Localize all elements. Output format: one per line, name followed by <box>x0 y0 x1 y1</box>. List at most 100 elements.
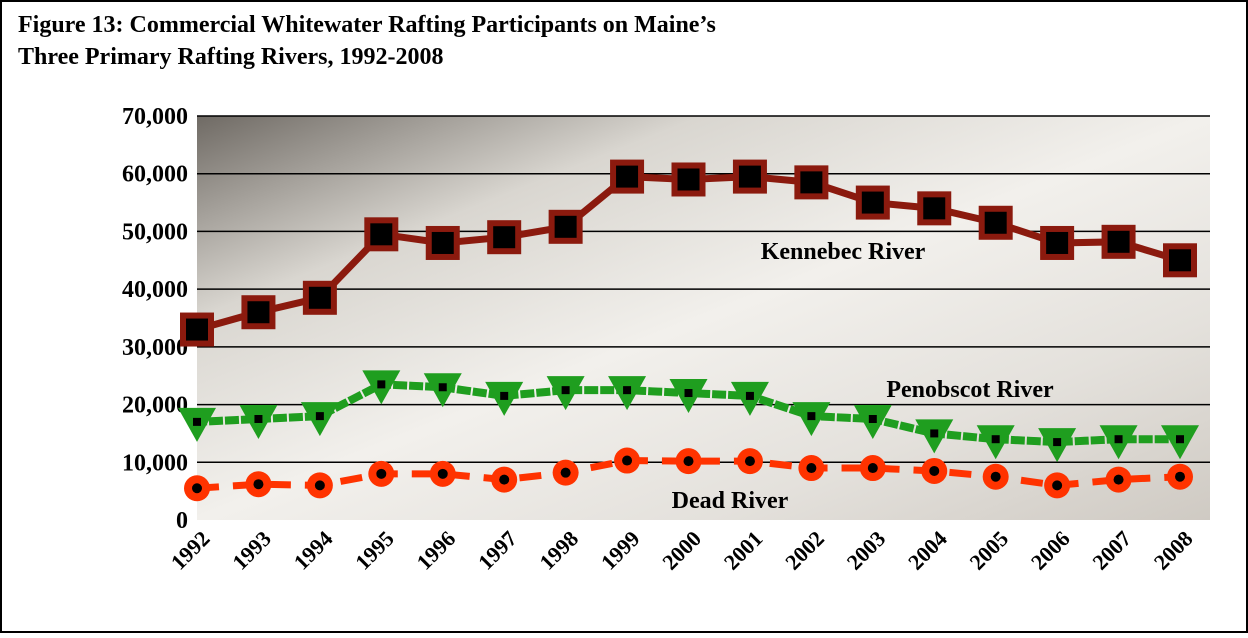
marker <box>982 463 1009 490</box>
chart-title: Three Primary Rafting Rivers, 1992-2008 <box>18 44 443 70</box>
series-line <box>196 457 1181 492</box>
y-tick-label: 40,000 <box>122 277 188 303</box>
marker-center <box>683 456 694 467</box>
marker <box>300 402 339 437</box>
marker-square <box>671 162 706 197</box>
marker-center <box>745 391 754 400</box>
marker <box>921 457 948 484</box>
marker-center <box>990 471 1001 482</box>
marker <box>1044 472 1071 499</box>
marker <box>1163 243 1197 278</box>
marker <box>491 466 518 493</box>
marker-center <box>1114 435 1123 444</box>
marker-center <box>561 386 570 395</box>
marker <box>1105 466 1132 493</box>
series-label: Penobscot River <box>886 377 1054 403</box>
marker-center <box>377 380 386 389</box>
marker <box>736 448 763 475</box>
marker-square <box>364 217 399 252</box>
marker-square <box>302 280 337 315</box>
marker <box>362 370 401 405</box>
marker <box>546 376 585 411</box>
y-tick-label: 70,000 <box>122 104 188 130</box>
marker <box>859 455 886 482</box>
y-tick-label: 10,000 <box>122 450 188 476</box>
marker <box>487 220 522 255</box>
y-tick-label: 20,000 <box>122 393 188 419</box>
marker-square <box>1040 225 1075 260</box>
marker <box>1038 428 1077 463</box>
marker-center <box>499 474 510 485</box>
chart-title: Figure 13: Commercial Whitewater Rafting… <box>18 12 716 38</box>
marker-center <box>806 463 817 474</box>
marker <box>669 379 708 414</box>
marker <box>976 425 1015 460</box>
marker-center <box>1176 435 1184 444</box>
marker <box>608 376 647 411</box>
marker-center <box>684 389 693 398</box>
marker <box>671 162 706 197</box>
marker-center <box>867 463 878 474</box>
marker <box>853 405 892 439</box>
marker-center <box>254 415 263 423</box>
marker-square <box>180 312 214 347</box>
marker <box>675 448 702 475</box>
marker <box>732 159 767 194</box>
marker <box>1101 224 1136 259</box>
marker <box>792 402 831 437</box>
marker-square <box>917 191 952 226</box>
marker-center <box>560 467 571 478</box>
marker <box>180 312 214 347</box>
marker <box>614 447 641 474</box>
marker-center <box>314 480 325 491</box>
marker-center <box>437 468 448 479</box>
marker-center <box>253 479 264 490</box>
marker-center <box>193 417 201 426</box>
marker <box>368 460 395 487</box>
marker-square <box>978 205 1013 240</box>
marker <box>978 205 1013 240</box>
y-tick-label: 30,000 <box>122 335 188 361</box>
marker <box>1167 463 1193 490</box>
marker-center <box>868 415 877 423</box>
marker <box>364 217 399 252</box>
marker <box>730 381 769 416</box>
marker-center <box>623 386 632 395</box>
marker-center <box>438 383 447 392</box>
marker-square <box>241 295 276 330</box>
marker <box>1161 425 1199 460</box>
marker-center <box>315 412 324 421</box>
marker-square <box>855 185 890 220</box>
marker <box>241 295 276 330</box>
marker <box>425 225 460 260</box>
marker <box>239 405 278 439</box>
marker-square <box>610 159 645 194</box>
marker <box>915 419 954 454</box>
marker <box>548 209 583 244</box>
marker-center <box>500 391 509 400</box>
marker <box>178 407 216 442</box>
marker <box>917 191 952 226</box>
marker-center <box>930 429 939 438</box>
marker-center <box>1113 474 1124 485</box>
marker-center <box>376 468 387 479</box>
marker-center <box>807 412 816 421</box>
series-label: Dead River <box>672 488 789 514</box>
marker <box>1099 425 1138 460</box>
marker-square <box>487 220 522 255</box>
y-tick-label: 0 <box>176 508 188 534</box>
marker <box>798 455 825 482</box>
marker-center <box>991 435 1000 444</box>
marker-center <box>744 456 755 467</box>
marker-square <box>732 159 767 194</box>
marker-center <box>1053 438 1062 447</box>
marker-square <box>1163 243 1197 278</box>
marker <box>306 472 333 499</box>
marker <box>423 373 462 408</box>
marker-center <box>1175 471 1185 482</box>
y-tick-label: 60,000 <box>122 162 188 188</box>
marker <box>855 185 890 220</box>
series-label: Kennebec River <box>761 239 926 265</box>
y-tick-label: 50,000 <box>122 219 188 245</box>
